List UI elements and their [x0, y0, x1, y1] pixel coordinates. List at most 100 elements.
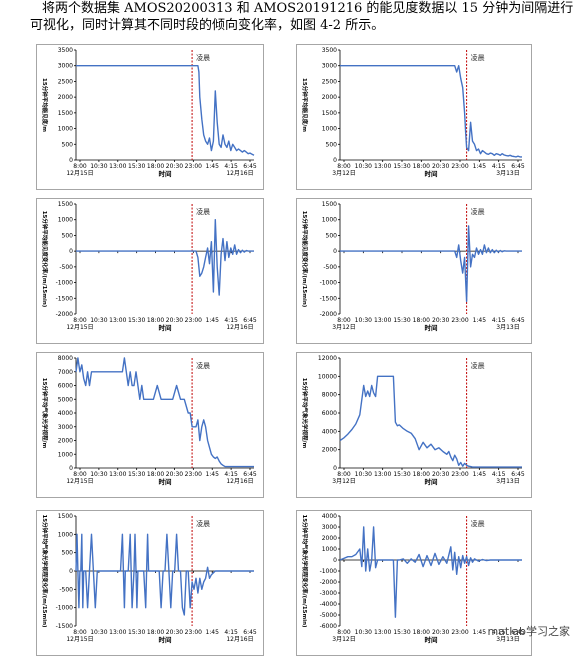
x-tick-label: 18:00: [147, 471, 164, 478]
x-axis-title: 时间: [159, 323, 173, 332]
date-label-start: 3月12日: [332, 636, 355, 643]
chart-frame: [36, 44, 264, 190]
y-axis-title: 15分钟平均能见度变化率/(m/15min): [41, 211, 49, 308]
x-tick-label: 10:30: [355, 163, 372, 170]
y-axis-title: 15分钟平均气象光学视程变化率/(m/15min): [41, 514, 49, 628]
y-tick-label: 2000: [322, 94, 337, 101]
y-tick-label: -1000: [56, 605, 74, 612]
y-tick-label: -500: [323, 264, 337, 271]
y-axis-title: 15分钟平均能见度变化率/(m/15min): [301, 211, 309, 308]
y-axis-title: 15分钟平均能见度/m: [41, 78, 49, 132]
x-tick-label: 8:00: [337, 163, 351, 170]
x-tick-label: 13:00: [109, 629, 126, 636]
x-tick-label: 13:00: [374, 471, 391, 478]
x-tick-label: 20:30: [166, 163, 183, 170]
chart-panel-6: 0 2000 4000 6000 8000 10000 12000 8:00 10:30 13:0…: [296, 352, 532, 498]
x-tick-label: 10:30: [90, 163, 107, 170]
date-label-end: 12月16日: [226, 478, 253, 485]
x-tick-label: 8:00: [337, 471, 351, 478]
x-tick-label: 8:00: [73, 163, 87, 170]
dawn-annotation: 凌晨: [196, 519, 210, 528]
chart-panel-5: 0 1000 2000 3000 4000 5000 6000 7000 8000 8:00 10:…: [36, 352, 264, 498]
series-line: [75, 533, 254, 616]
x-tick-label: 15:30: [128, 163, 145, 170]
chart-frame: [36, 352, 264, 498]
date-label-end: 12月16日: [226, 324, 253, 331]
y-tick-label: 0: [333, 157, 337, 164]
y-tick-label: 500: [62, 550, 74, 557]
x-tick-label: 4:15: [224, 163, 238, 170]
x-tick-label: 4:15: [224, 317, 238, 324]
y-tick-label: 0: [69, 465, 73, 472]
date-label-start: 12月15日: [66, 478, 93, 485]
series-line: [340, 65, 522, 158]
x-tick-label: 10:30: [355, 317, 372, 324]
dawn-annotation: 凌晨: [196, 361, 210, 370]
x-tick-label: 23:00: [451, 317, 468, 324]
y-tick-label: -3000: [320, 590, 338, 597]
x-tick-label: 4:15: [492, 163, 506, 170]
y-tick-label: 3000: [58, 424, 73, 431]
y-tick-label: 8000: [322, 392, 337, 399]
y-tick-label: 3500: [58, 47, 73, 54]
x-tick-label: 10:30: [355, 471, 372, 478]
y-tick-label: 10000: [318, 373, 337, 380]
dawn-annotation: 凌晨: [471, 519, 485, 528]
x-tick-label: 13:00: [109, 163, 126, 170]
x-tick-label: 6:45: [243, 629, 257, 636]
x-axis-title: 时间: [159, 635, 173, 644]
y-tick-label: 4000: [322, 513, 337, 520]
y-tick-label: 1000: [58, 126, 73, 133]
series-line: [76, 219, 254, 296]
x-tick-label: 20:30: [166, 317, 183, 324]
date-label-start: 3月12日: [332, 324, 355, 331]
x-tick-label: 10:30: [355, 629, 372, 636]
chart-panel-1: 0 500 1000 1500 2000 2500 3000 3500 8:00 10:30 13:…: [36, 44, 264, 190]
x-tick-label: 8:00: [73, 317, 87, 324]
y-tick-label: 12000: [318, 355, 337, 362]
x-tick-label: 23:00: [451, 629, 468, 636]
series-line: [340, 225, 522, 303]
x-tick-label: 1:45: [205, 163, 219, 170]
x-tick-label: 1:45: [205, 471, 219, 478]
x-axis-title: 时间: [425, 635, 439, 644]
y-tick-label: -1500: [56, 295, 74, 302]
y-tick-label: 2500: [58, 78, 73, 85]
intro-line-2: 可视化，同时计算其不同时段的倾向变化率，如图 4-2 所示。: [30, 18, 385, 33]
chart-frame: [296, 44, 532, 190]
chart-svg-6: 0 2000 4000 6000 8000 10000 12000 8:00 10:30 13:0…: [296, 352, 532, 498]
y-tick-label: 3000: [322, 524, 337, 531]
y-tick-label: 0: [333, 465, 337, 472]
y-tick-label: 500: [326, 232, 338, 239]
chart-svg-3: -2000 -1500 -1000 -500 0 500 1000 1500 8:00 10:30…: [36, 198, 264, 344]
y-tick-label: 0: [69, 568, 73, 575]
y-tick-label: 1500: [58, 110, 73, 117]
y-tick-label: 1500: [58, 201, 73, 208]
y-tick-label: 8000: [58, 355, 73, 362]
x-tick-label: 8:00: [73, 471, 87, 478]
y-tick-label: 500: [326, 141, 338, 148]
date-label-start: 12月15日: [66, 324, 93, 331]
y-tick-label: -1500: [56, 623, 74, 630]
y-axis-title: 15分钟平均气象光学视程变化率/(m/15min): [301, 514, 309, 628]
x-tick-label: 18:00: [413, 163, 430, 170]
chart-frame: [296, 198, 532, 344]
x-tick-label: 1:45: [205, 629, 219, 636]
y-tick-label: 1500: [322, 110, 337, 117]
x-tick-label: 18:00: [413, 629, 430, 636]
chart-svg-4: -2000 -1500 -1000 -500 0 500 1000 1500 8:00 10:30…: [296, 198, 532, 344]
x-tick-label: 6:45: [511, 163, 525, 170]
y-tick-label: -4000: [320, 601, 338, 608]
y-tick-label: 2000: [58, 438, 73, 445]
y-tick-label: 1000: [322, 546, 337, 553]
x-tick-label: 10:30: [90, 629, 107, 636]
x-tick-label: 6:45: [243, 471, 257, 478]
x-tick-label: 23:00: [185, 317, 202, 324]
date-label-end: 12月16日: [226, 636, 253, 643]
chart-svg-2: 0 500 1000 1500 2000 2500 3000 3500 8:00 10:30 13:…: [296, 44, 532, 190]
intro-line-1: 将两个数据集 AMOS20200313 和 AMOS20191216 的能见度数…: [42, 1, 574, 16]
chart-svg-7: -1500 -1000 -500 0 500 1000 1500 8:00 10:30 13:00…: [36, 510, 264, 656]
x-tick-label: 20:30: [432, 163, 449, 170]
x-tick-label: 4:15: [492, 317, 506, 324]
x-tick-label: 15:30: [393, 317, 410, 324]
